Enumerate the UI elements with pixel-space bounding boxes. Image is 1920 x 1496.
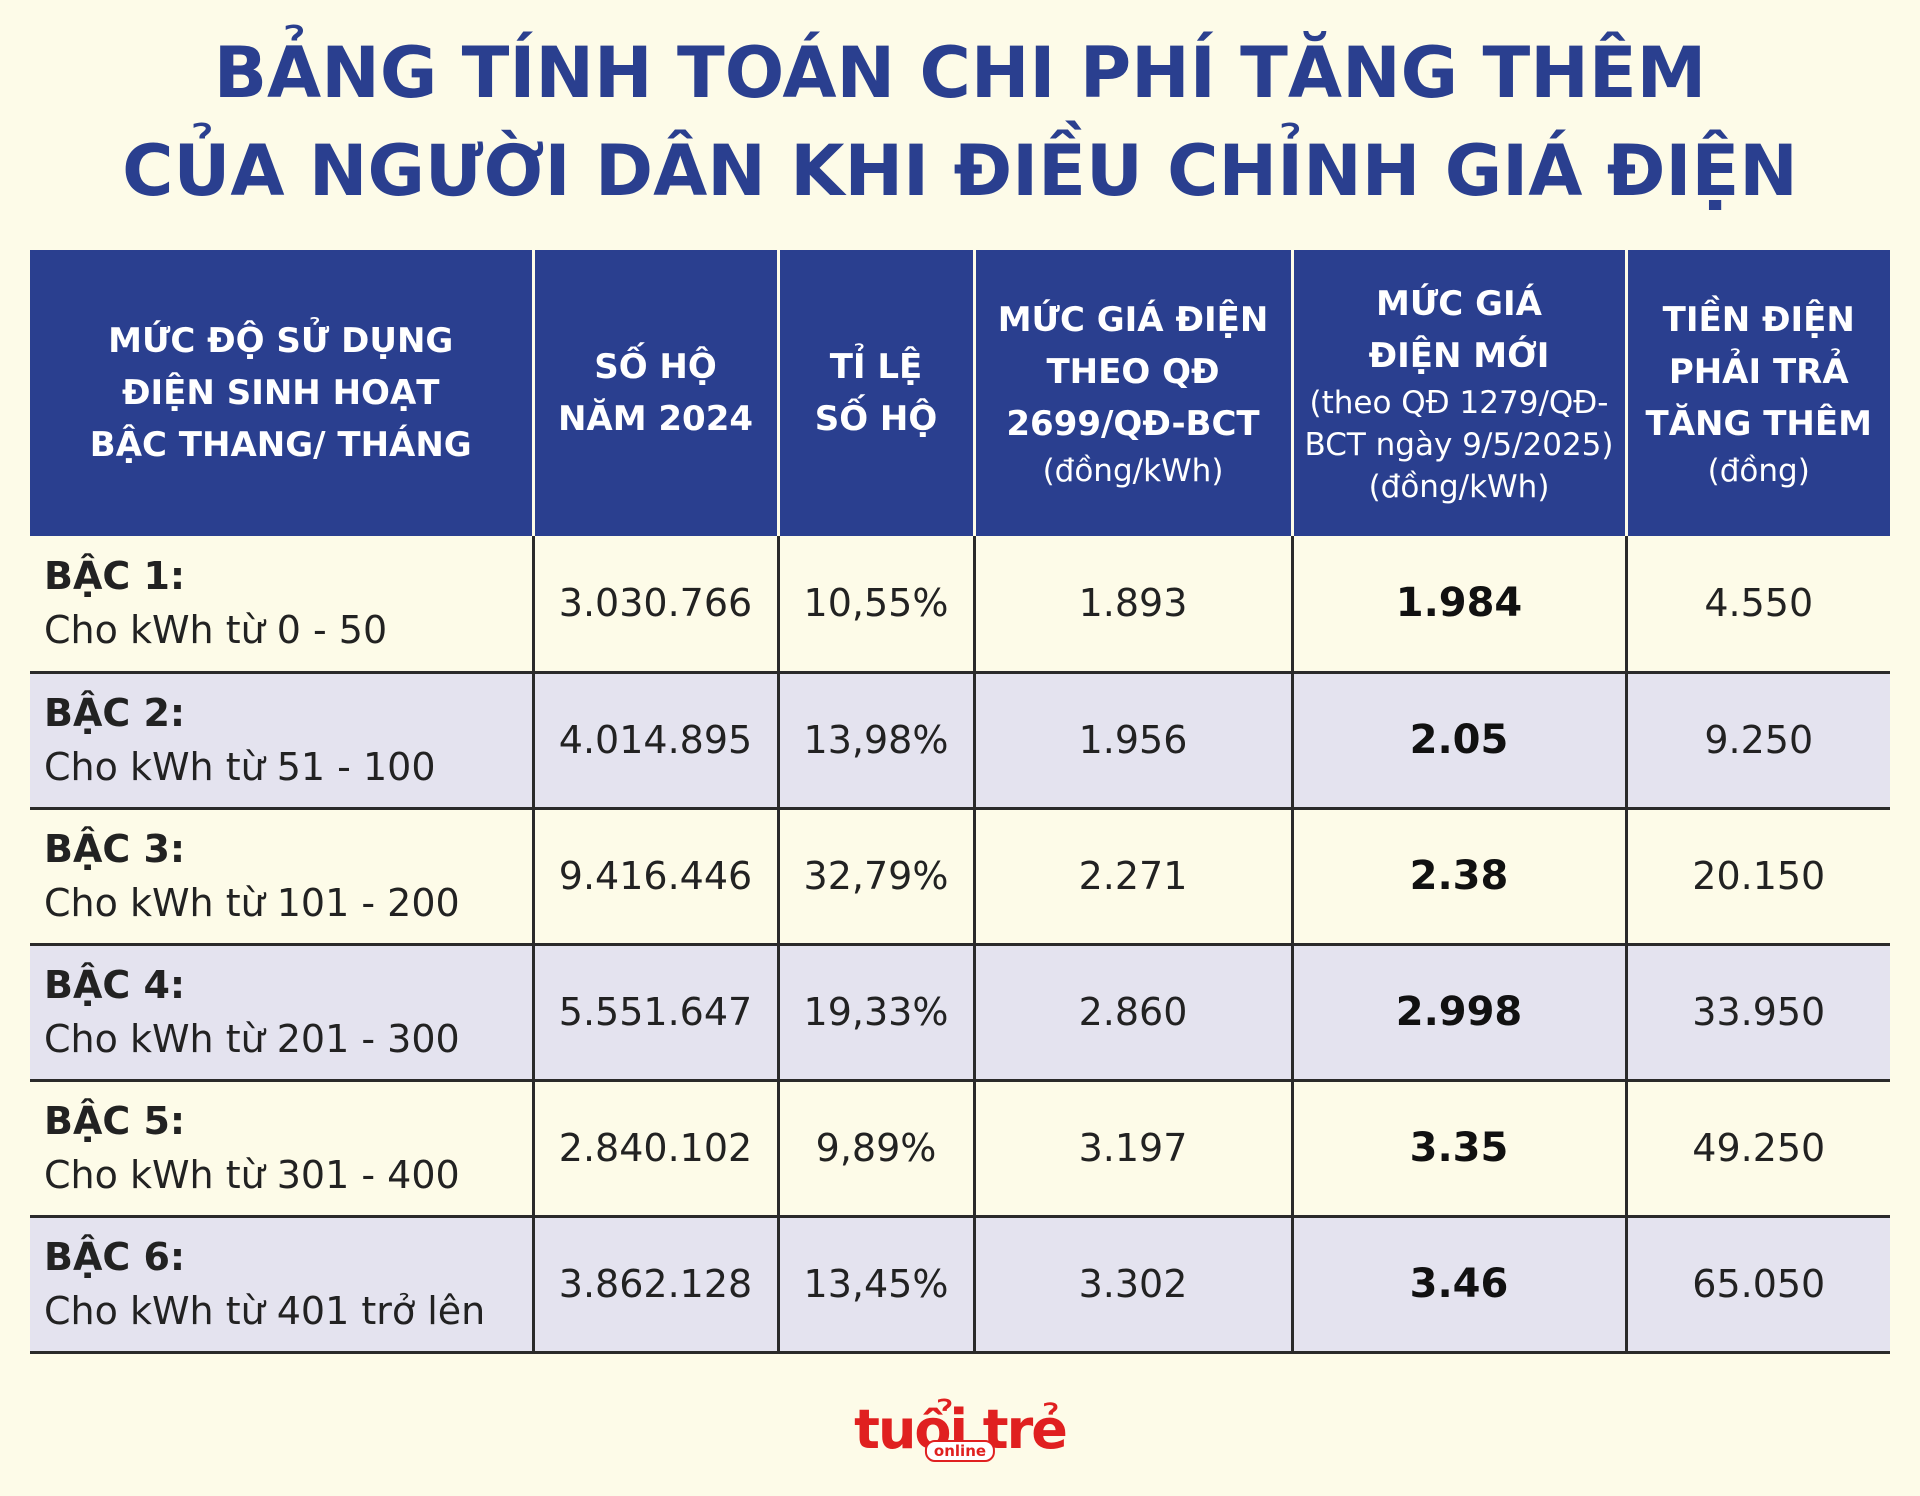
increase-cell: 65.050 bbox=[1626, 1216, 1890, 1354]
households-cell: 4.014.895 bbox=[533, 672, 780, 810]
share-cell: 9,89% bbox=[778, 1080, 976, 1218]
tier-cell: BẬC 5: Cho kWh từ 301 - 400 bbox=[30, 1080, 535, 1218]
increase-cell: 49.250 bbox=[1626, 1080, 1890, 1218]
tier-range: Cho kWh từ 101 - 200 bbox=[44, 881, 460, 925]
tier-cell: BẬC 2: Cho kWh từ 51 - 100 bbox=[30, 672, 535, 810]
table-row: BẬC 5: Cho kWh từ 301 - 400 2.840.102 9,89%… bbox=[30, 1080, 1890, 1218]
tier-name: BẬC 3: bbox=[44, 827, 186, 871]
header-line: 2699/QĐ-BCT bbox=[1006, 404, 1260, 444]
logo-sub-text: online bbox=[924, 1440, 996, 1462]
households-cell: 3.862.128 bbox=[533, 1216, 780, 1354]
households-cell: 3.030.766 bbox=[533, 536, 780, 674]
new-price-cell: 2.998 bbox=[1292, 944, 1628, 1082]
tier-range: Cho kWh từ 201 - 300 bbox=[44, 1017, 460, 1061]
tier-name: BẬC 5: bbox=[44, 1099, 186, 1143]
old-price-cell: 2.271 bbox=[974, 808, 1294, 946]
header-line: ĐIỆN MỚI bbox=[1368, 336, 1550, 376]
table-row: BẬC 1: Cho kWh từ 0 - 50 3.030.766 10,55% 1.… bbox=[30, 536, 1890, 674]
header-line: ĐIỆN SINH HOẠT bbox=[122, 373, 440, 413]
share-cell: 13,45% bbox=[778, 1216, 976, 1354]
tier-range: Cho kWh từ 401 trở lên bbox=[44, 1289, 486, 1333]
header-unit: (đồng) bbox=[1707, 453, 1810, 489]
households-cell: 2.840.102 bbox=[533, 1080, 780, 1218]
tier-name: BẬC 1: bbox=[44, 554, 186, 599]
tier-range: Cho kWh từ 301 - 400 bbox=[44, 1153, 460, 1197]
old-price-cell: 1.893 bbox=[974, 536, 1294, 674]
tier-range: Cho kWh từ 51 - 100 bbox=[44, 745, 436, 789]
share-cell: 13,98% bbox=[778, 672, 976, 810]
tier-name: BẬC 6: bbox=[44, 1235, 186, 1279]
old-price-cell: 1.956 bbox=[974, 672, 1294, 810]
new-price-cell: 1.984 bbox=[1292, 536, 1628, 674]
tier-name: BẬC 2: bbox=[44, 691, 186, 735]
header-line: TỈ LỆ bbox=[829, 347, 923, 387]
tier-cell: BẬC 4: Cho kWh từ 201 - 300 bbox=[30, 944, 535, 1082]
share-cell: 32,79% bbox=[778, 808, 976, 946]
header-line: SỐ HỘ bbox=[594, 347, 717, 387]
increase-cell: 20.150 bbox=[1626, 808, 1890, 946]
header-line: MỨC GIÁ bbox=[1376, 284, 1542, 324]
table-header-row: MỨC ĐỘ SỬ DỤNG ĐIỆN SINH HOẠT BẬC THANG/ T… bbox=[30, 250, 1890, 536]
header-line: MỨC GIÁ ĐIỆN bbox=[997, 300, 1269, 340]
table-row: BẬC 3: Cho kWh từ 101 - 200 9.416.446 32,79… bbox=[30, 808, 1890, 946]
table-row: BẬC 6: Cho kWh từ 401 trở lên 3.862.128 13,… bbox=[30, 1216, 1890, 1354]
header-line: MỨC ĐỘ SỬ DỤNG bbox=[108, 321, 454, 361]
table-body: BẬC 1: Cho kWh từ 0 - 50 3.030.766 10,55% 1.… bbox=[30, 536, 1890, 1354]
tier-cell: BẬC 1: Cho kWh từ 0 - 50 bbox=[30, 536, 535, 674]
header-old-price: MỨC GIÁ ĐIỆN THEO QĐ 2699/QĐ-BCT (đồng/kWh) bbox=[974, 250, 1294, 536]
tier-range: Cho kWh từ 0 - 50 bbox=[44, 608, 388, 653]
tier-cell: BẬC 6: Cho kWh từ 401 trở lên bbox=[30, 1216, 535, 1354]
page-title-line-2: CỦA NGƯỜI DÂN KHI ĐIỀU CHỈNH GIÁ ĐIỆN bbox=[122, 130, 1798, 212]
increase-cell: 33.950 bbox=[1626, 944, 1890, 1082]
header-household-share: TỈ LỆ SỐ HỘ bbox=[778, 250, 976, 536]
header-new-price: MỨC GIÁ ĐIỆN MỚI (theo QĐ 1279/QĐ-BCT ngày… bbox=[1292, 250, 1628, 536]
header-unit: (đồng/kWh) bbox=[1042, 453, 1224, 489]
header-line: TĂNG THÊM bbox=[1645, 404, 1872, 444]
table-row: BẬC 4: Cho kWh từ 201 - 300 5.551.647 19,3… bbox=[30, 944, 1890, 1082]
old-price-cell: 3.197 bbox=[974, 1080, 1294, 1218]
old-price-cell: 3.302 bbox=[974, 1216, 1294, 1354]
new-price-cell: 2.05 bbox=[1292, 672, 1628, 810]
header-usage-tier: MỨC ĐỘ SỬ DỤNG ĐIỆN SINH HOẠT BẬC THANG/ T… bbox=[30, 250, 535, 536]
new-price-cell: 2.38 bbox=[1292, 808, 1628, 946]
header-line: TIỀN ĐIỆN bbox=[1662, 300, 1855, 340]
share-cell: 10,55% bbox=[778, 536, 976, 674]
tuoi-tre-logo: tuổi trẻ online bbox=[0, 1400, 1920, 1470]
increase-cell: 4.550 bbox=[1626, 536, 1890, 674]
share-cell: 19,33% bbox=[778, 944, 976, 1082]
new-price-cell: 3.46 bbox=[1292, 1216, 1628, 1354]
page-title-line-1: BẢNG TÍNH TOÁN CHI PHÍ TĂNG THÊM bbox=[213, 32, 1707, 114]
new-price-cell: 3.35 bbox=[1292, 1080, 1628, 1218]
header-line: BẬC THANG/ THÁNG bbox=[89, 425, 472, 465]
electricity-price-table: MỨC ĐỘ SỬ DỤNG ĐIỆN SINH HOẠT BẬC THANG/ T… bbox=[30, 250, 1890, 1354]
header-increase: TIỀN ĐIỆN PHẢI TRẢ TĂNG THÊM (đồng) bbox=[1626, 250, 1890, 536]
households-cell: 5.551.647 bbox=[533, 944, 780, 1082]
header-unit: (theo QĐ 1279/QĐ-BCT ngày 9/5/2025) (đồn… bbox=[1304, 385, 1614, 505]
households-cell: 9.416.446 bbox=[533, 808, 780, 946]
tier-name: BẬC 4: bbox=[44, 963, 186, 1007]
header-households-2024: SỐ HỘ NĂM 2024 bbox=[533, 250, 780, 536]
header-line: PHẢI TRẢ bbox=[1668, 352, 1849, 392]
header-line: NĂM 2024 bbox=[557, 399, 754, 439]
header-line: THEO QĐ bbox=[1046, 352, 1220, 392]
increase-cell: 9.250 bbox=[1626, 672, 1890, 810]
old-price-cell: 2.860 bbox=[974, 944, 1294, 1082]
tier-cell: BẬC 3: Cho kWh từ 101 - 200 bbox=[30, 808, 535, 946]
header-line: SỐ HỘ bbox=[814, 399, 938, 439]
table-row: BẬC 2: Cho kWh từ 51 - 100 4.014.895 13,98%… bbox=[30, 672, 1890, 810]
